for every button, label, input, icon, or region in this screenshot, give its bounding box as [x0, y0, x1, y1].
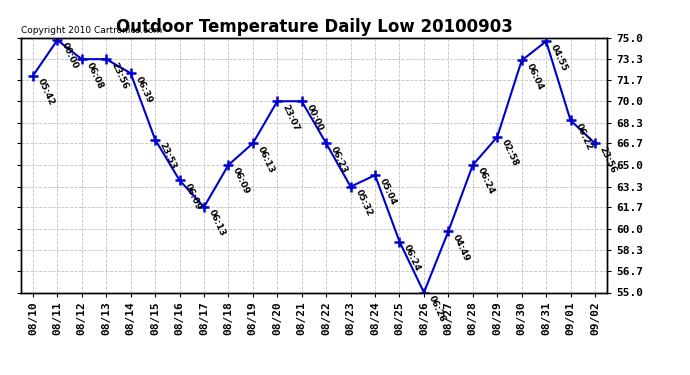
- Text: 06:13: 06:13: [207, 209, 227, 238]
- Text: 04:55: 04:55: [549, 43, 569, 72]
- Text: 06:09: 06:09: [231, 166, 251, 196]
- Text: 06:24: 06:24: [402, 243, 422, 273]
- Text: 06:24: 06:24: [475, 166, 496, 196]
- Text: 00:00: 00:00: [60, 42, 80, 71]
- Text: 06:23: 06:23: [329, 145, 349, 174]
- Text: 05:04: 05:04: [378, 177, 398, 206]
- Text: 06:22: 06:22: [573, 122, 593, 152]
- Text: 05:42: 05:42: [36, 77, 56, 107]
- Text: 23:56: 23:56: [109, 61, 129, 90]
- Title: Outdoor Temperature Daily Low 20100903: Outdoor Temperature Daily Low 20100903: [115, 18, 513, 36]
- Text: 00:00: 00:00: [304, 103, 324, 132]
- Text: Copyright 2010 Cartronics.com: Copyright 2010 Cartronics.com: [21, 26, 162, 35]
- Text: 06:39: 06:39: [133, 75, 154, 104]
- Text: 06:04: 06:04: [524, 62, 544, 92]
- Text: 23:07: 23:07: [280, 103, 300, 132]
- Text: 05:32: 05:32: [353, 188, 373, 218]
- Text: 06:26: 06:26: [426, 294, 447, 324]
- Text: 02:58: 02:58: [500, 138, 520, 168]
- Text: 23:56: 23:56: [598, 145, 618, 174]
- Text: 23:53: 23:53: [158, 141, 178, 171]
- Text: 06:13: 06:13: [255, 145, 276, 174]
- Text: 06:08: 06:08: [85, 61, 105, 90]
- Text: 06:09: 06:09: [182, 182, 203, 212]
- Text: 04:49: 04:49: [451, 233, 471, 262]
